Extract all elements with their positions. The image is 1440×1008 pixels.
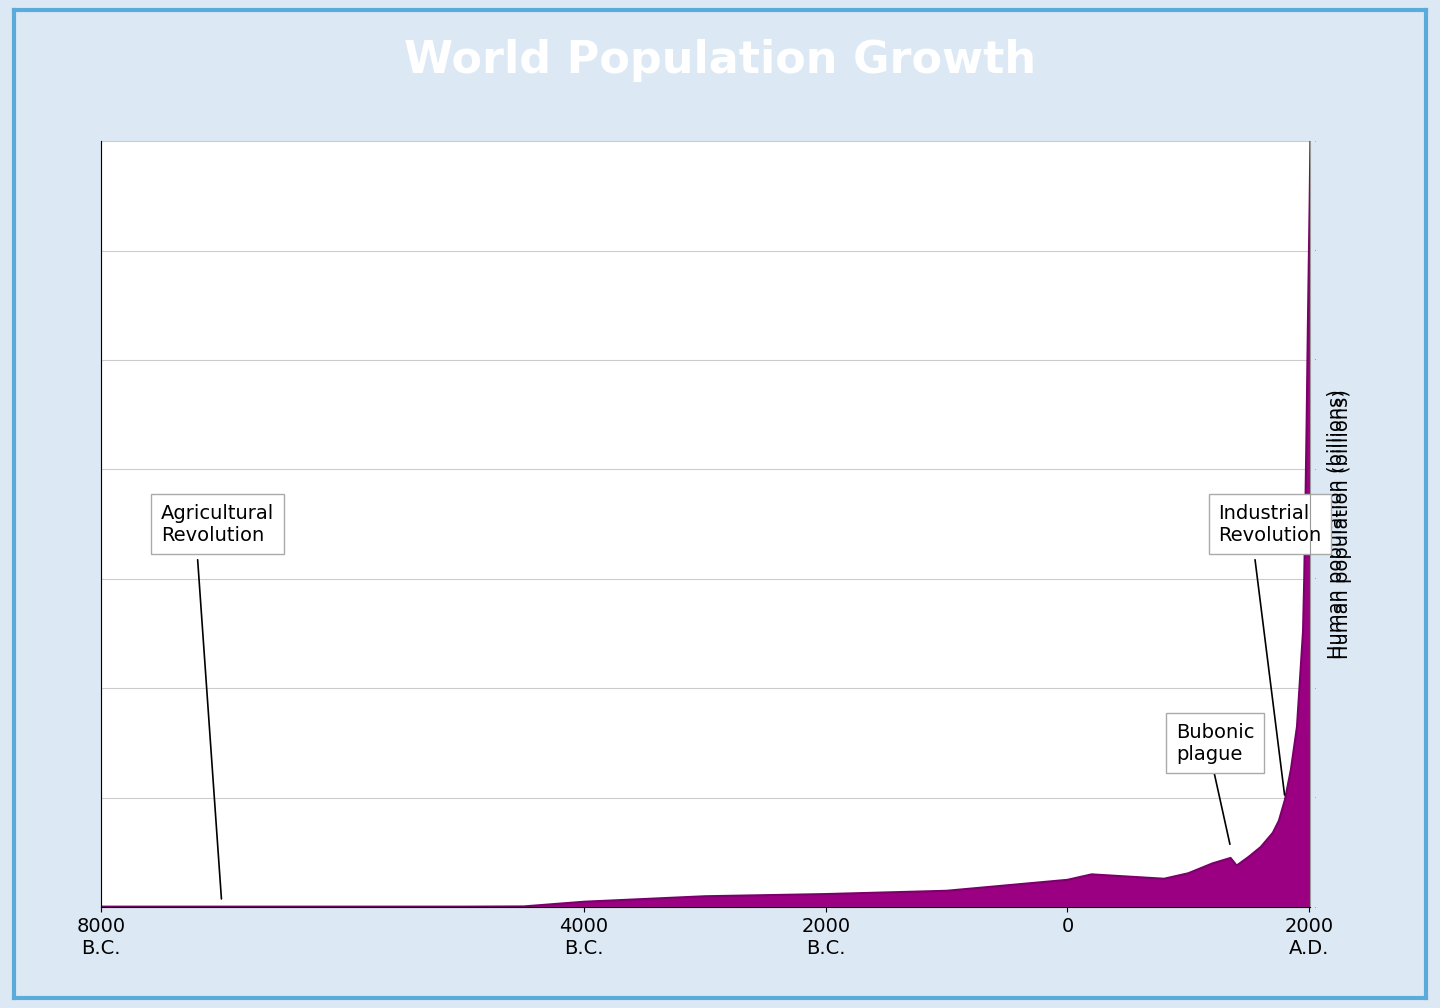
Y-axis label: Human population (billions): Human population (billions) xyxy=(1328,389,1346,659)
Text: World Population Growth: World Population Growth xyxy=(405,39,1035,82)
Text: Agricultural
Revolution: Agricultural Revolution xyxy=(161,504,275,544)
Y-axis label: Human population (billions): Human population (billions) xyxy=(1333,389,1352,659)
Text: Bubonic
plague: Bubonic plague xyxy=(1176,723,1254,763)
Text: Industrial
Revolution: Industrial Revolution xyxy=(1218,504,1322,544)
